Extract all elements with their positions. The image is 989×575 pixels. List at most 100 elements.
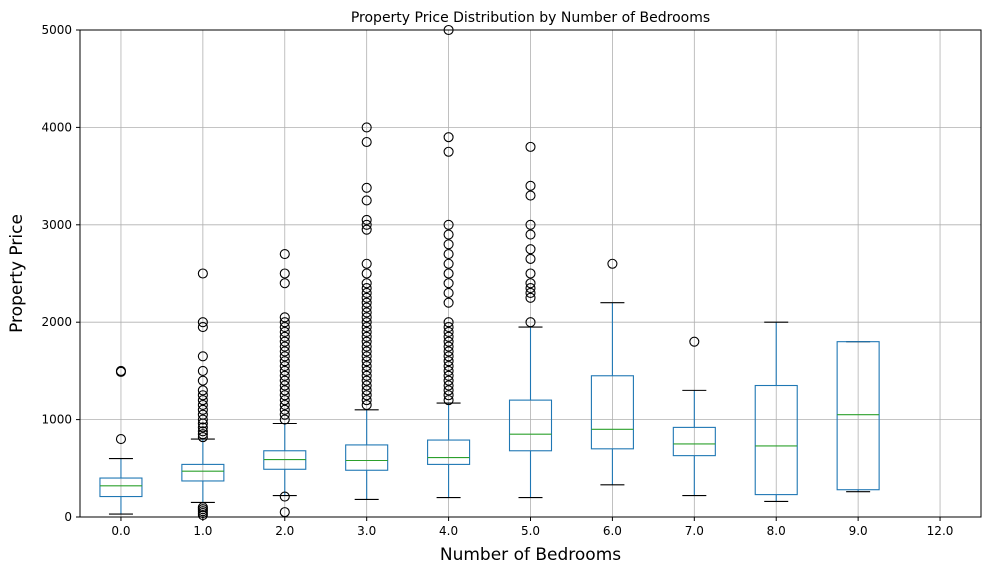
outlier-point <box>197 390 208 401</box>
outlier-point <box>197 375 208 386</box>
outlier-point <box>197 426 208 437</box>
box-group <box>345 122 389 501</box>
outlier-point <box>197 317 208 328</box>
outlier-point <box>361 219 372 230</box>
x-tick-label: 8.0 <box>767 524 786 538</box>
outlier-point <box>361 360 372 372</box>
box-group <box>508 141 553 499</box>
outlier-point <box>279 370 290 381</box>
outlier-point <box>525 219 536 230</box>
outlier-point <box>197 385 208 396</box>
outlier-point <box>443 336 454 347</box>
outlier-point <box>361 297 372 308</box>
outlier-point <box>361 370 372 381</box>
outlier-point <box>361 283 372 294</box>
outlier-point <box>279 278 290 289</box>
outlier-point <box>279 248 290 260</box>
x-tick-label: 4.0 <box>439 524 458 538</box>
outlier-point <box>197 404 208 415</box>
outlier-point <box>525 283 536 294</box>
outlier-point <box>525 141 536 152</box>
outlier-point <box>525 229 536 240</box>
outlier-point <box>443 317 454 328</box>
x-tick-label: 12.0 <box>927 524 954 538</box>
box-group <box>181 268 225 521</box>
outlier-point <box>525 253 536 264</box>
outlier-point <box>443 132 454 143</box>
x-axis-label: Number of Bedrooms <box>440 545 621 565</box>
outlier-point <box>607 258 618 269</box>
outlier-point <box>443 365 454 376</box>
outlier-point <box>361 136 372 148</box>
outlier-point <box>525 180 536 191</box>
outlier-point <box>197 399 208 411</box>
x-tick-label: 3.0 <box>357 524 376 538</box>
outlier-point <box>443 385 454 396</box>
outlier-point <box>443 341 454 352</box>
outlier-point <box>443 356 454 367</box>
outlier-point <box>197 414 208 425</box>
box-iqr <box>427 439 471 465</box>
outlier-point <box>525 278 536 289</box>
outlier-point <box>279 385 290 396</box>
y-tick-label: 3000 <box>41 218 72 232</box>
outlier-point <box>361 365 372 376</box>
y-tick-label: 2000 <box>41 315 72 329</box>
x-tick-label: 6.0 <box>603 524 622 538</box>
outlier-point <box>443 395 454 406</box>
chart-title: Property Price Distribution by Number of… <box>351 10 710 26</box>
outlier-point <box>279 390 290 401</box>
y-tick-label: 5000 <box>41 23 72 37</box>
outlier-point <box>197 432 208 443</box>
outlier-point <box>361 322 372 333</box>
outlier-point <box>361 336 372 347</box>
box-iqr <box>836 341 880 491</box>
outlier-point <box>197 502 208 513</box>
outlier-point <box>525 317 536 328</box>
y-tick-label: 0 <box>64 510 72 524</box>
outlier-point <box>279 409 290 420</box>
outlier-point <box>443 297 454 308</box>
outlier-point <box>361 195 372 206</box>
outlier-point <box>279 322 290 333</box>
outlier-point <box>443 346 454 357</box>
box-iqr <box>672 426 716 457</box>
outlier-point <box>279 395 290 406</box>
x-tick-label: 1.0 <box>193 524 212 538</box>
outlier-point <box>443 351 454 362</box>
outlier-point <box>443 239 454 250</box>
outlier-point <box>279 365 290 376</box>
box-iqr <box>754 384 798 496</box>
x-tick-label: 7.0 <box>685 524 704 538</box>
outlier-point <box>361 317 372 328</box>
box-group <box>754 321 798 502</box>
outlier-point <box>115 434 127 445</box>
outlier-point <box>689 336 700 347</box>
outlier-point <box>443 146 454 157</box>
outlier-point <box>443 360 454 372</box>
outlier-point <box>443 326 454 337</box>
outlier-point <box>525 244 536 255</box>
box-group <box>263 248 307 518</box>
outlier-point <box>197 268 208 279</box>
box-iqr <box>345 444 389 471</box>
outlier-point <box>279 414 290 425</box>
outlier-point <box>443 322 454 333</box>
x-tick-label: 0.0 <box>111 524 130 538</box>
outlier-point <box>197 395 208 406</box>
box-group <box>99 365 143 515</box>
outlier-point <box>443 390 454 401</box>
outlier-point <box>361 380 372 391</box>
outlier-point <box>443 380 454 391</box>
box-iqr <box>181 463 225 482</box>
outlier-point <box>279 351 290 362</box>
outlier-point <box>361 287 372 299</box>
outlier-point <box>361 122 372 133</box>
outlier-point <box>361 341 372 352</box>
outlier-point <box>197 409 208 420</box>
outlier-point <box>279 317 290 328</box>
box-iqr <box>99 477 143 498</box>
outlier-point <box>279 312 290 323</box>
outlier-point <box>525 268 536 279</box>
